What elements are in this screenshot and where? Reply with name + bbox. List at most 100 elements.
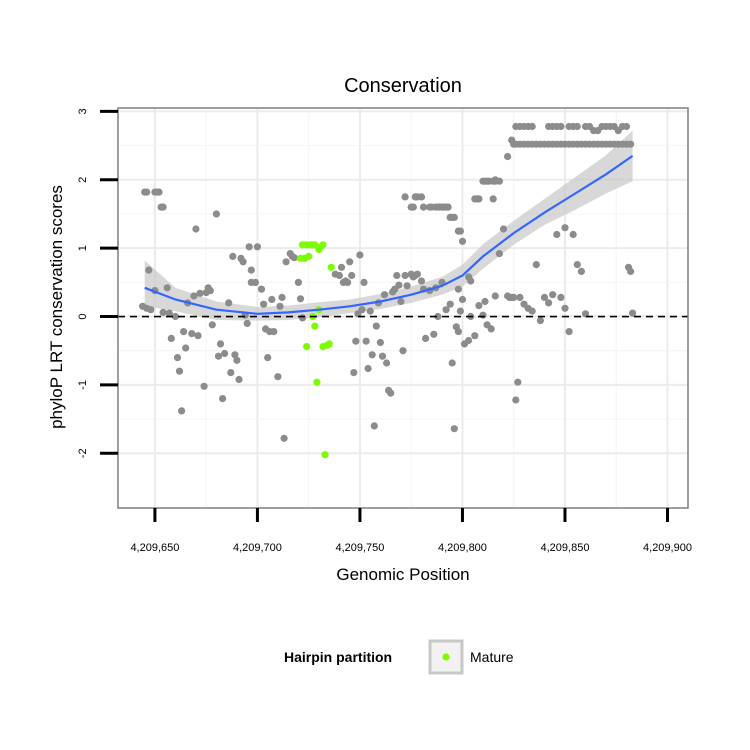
background-point <box>159 308 167 316</box>
background-point <box>475 195 483 203</box>
background-point <box>219 395 227 403</box>
background-point <box>206 287 214 295</box>
background-point <box>247 278 255 286</box>
background-point <box>627 267 635 275</box>
background-point <box>362 337 370 345</box>
background-point <box>549 291 557 299</box>
mature-point <box>305 252 313 260</box>
background-point <box>173 354 182 362</box>
background-point <box>430 330 438 338</box>
mature-point <box>321 451 329 459</box>
background-point <box>145 266 153 274</box>
background-point <box>264 354 272 362</box>
background-point <box>458 295 467 304</box>
background-point <box>434 312 442 321</box>
y-axis: -2 -1 0 1 2 3 <box>77 108 118 458</box>
background-point <box>214 352 223 360</box>
background-point <box>467 277 475 285</box>
background-point <box>629 309 637 317</box>
background-point <box>147 306 155 314</box>
background-point <box>372 322 380 330</box>
y-tick-label: 2 <box>77 177 89 183</box>
x-tick-label: 4,209,850 <box>541 542 590 554</box>
background-point <box>504 152 512 161</box>
background-point <box>569 230 577 239</box>
background-point <box>356 251 364 259</box>
mature-point <box>313 378 321 386</box>
background-point <box>171 312 179 321</box>
legend-title: Hairpin partition <box>284 649 392 665</box>
background-point <box>417 277 426 285</box>
background-point <box>178 407 186 415</box>
background-point <box>409 203 417 211</box>
background-point <box>350 369 358 377</box>
background-point <box>208 321 216 329</box>
background-point <box>216 340 225 348</box>
background-point <box>397 297 405 306</box>
background-point <box>364 364 372 373</box>
background-point <box>358 306 366 314</box>
background-point <box>413 270 421 278</box>
background-point <box>233 356 241 364</box>
background-point <box>510 293 518 301</box>
background-point <box>165 309 173 317</box>
background-point <box>200 382 208 390</box>
chart-title: Conservation <box>344 75 462 97</box>
background-point <box>278 293 286 301</box>
background-point <box>368 351 376 359</box>
background-point <box>399 347 407 355</box>
background-point <box>182 344 190 352</box>
background-point <box>143 188 151 196</box>
background-point <box>227 369 235 377</box>
background-point <box>383 359 391 367</box>
background-point <box>446 300 454 308</box>
background-point <box>553 230 561 239</box>
background-point <box>274 373 282 381</box>
background-point <box>471 332 479 340</box>
background-point <box>456 307 464 315</box>
background-point <box>270 328 278 336</box>
background-point <box>221 349 229 358</box>
background-point <box>163 284 171 292</box>
background-point <box>298 314 307 322</box>
background-point <box>167 334 175 342</box>
y-axis-title: phyloP LRT conservation scores <box>47 185 66 429</box>
background-point <box>450 425 458 433</box>
background-point <box>557 122 565 131</box>
background-point <box>175 367 184 375</box>
background-point <box>444 203 452 211</box>
background-point <box>194 332 202 340</box>
background-point <box>393 271 401 280</box>
background-point <box>370 422 378 430</box>
background-point <box>395 281 403 289</box>
background-point <box>532 261 540 269</box>
background-point <box>403 282 411 290</box>
background-point <box>573 261 581 269</box>
background-point <box>290 254 298 262</box>
background-point <box>155 188 163 196</box>
background-point <box>565 328 573 336</box>
confidence-ribbon-layer <box>144 130 633 321</box>
background-point <box>456 227 464 235</box>
background-point <box>378 352 387 360</box>
background-point <box>401 193 409 201</box>
background-point <box>376 338 384 347</box>
x-tick-label: 4,209,700 <box>233 542 282 554</box>
background-point <box>245 243 253 251</box>
mature-point <box>327 263 335 271</box>
background-point <box>337 263 346 271</box>
background-point <box>458 237 467 245</box>
y-tick-label: 3 <box>77 108 89 114</box>
background-point <box>239 258 247 266</box>
background-point <box>180 328 188 336</box>
mature-point <box>319 241 327 249</box>
y-tick-label: -1 <box>77 380 89 390</box>
legend-key-mature-dot <box>442 653 450 661</box>
background-point <box>352 337 360 345</box>
background-point <box>491 176 499 184</box>
background-point <box>475 302 483 310</box>
y-tick-label: 0 <box>77 313 89 319</box>
background-point <box>344 278 352 286</box>
y-tick-label: -2 <box>77 448 89 458</box>
